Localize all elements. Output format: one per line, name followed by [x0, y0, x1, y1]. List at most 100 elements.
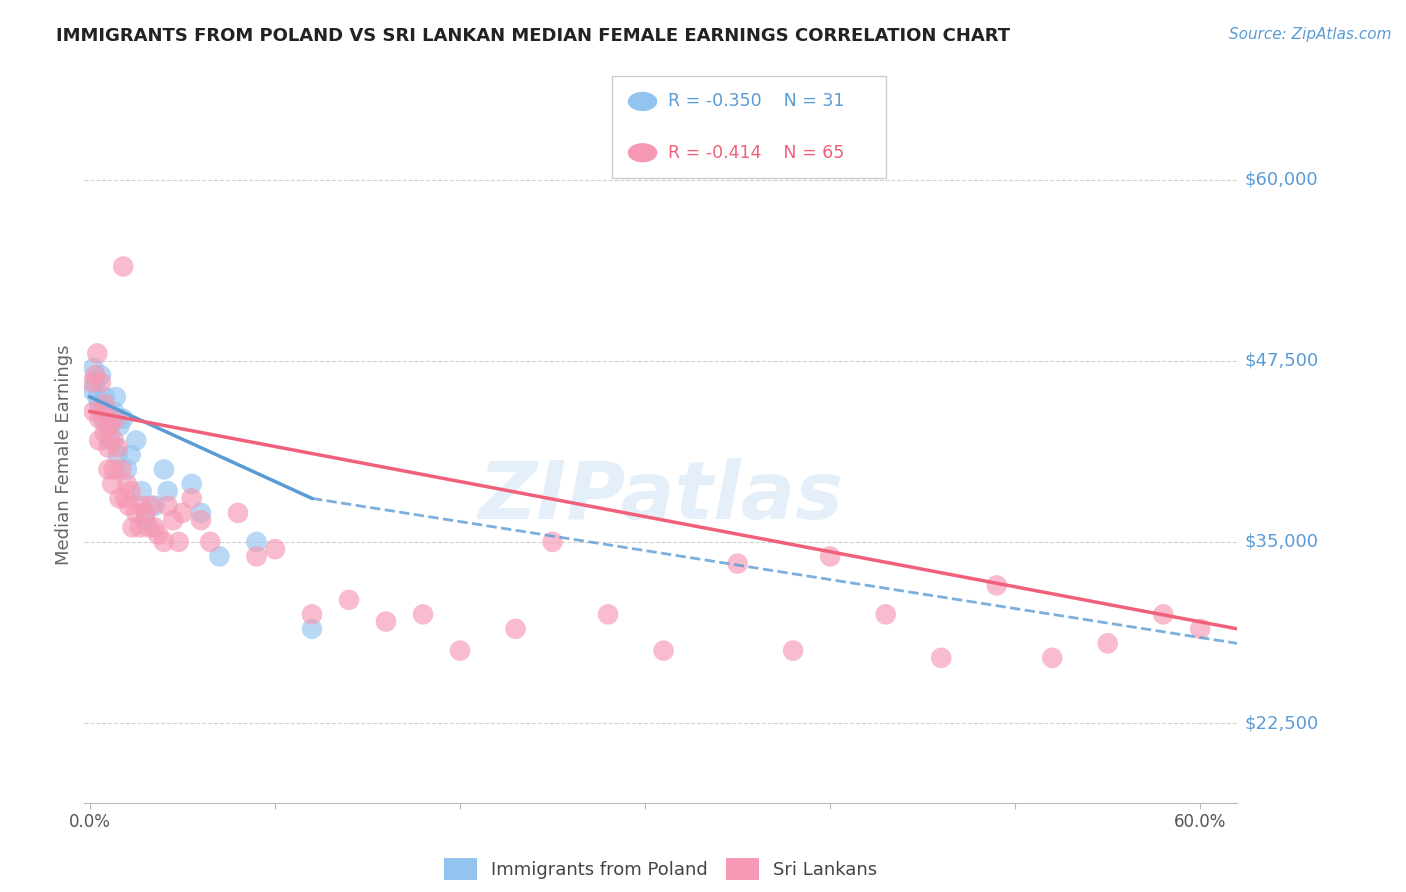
Point — [596, 607, 619, 622]
Point — [652, 643, 675, 657]
Point — [245, 549, 267, 564]
Point — [107, 448, 129, 462]
Point — [148, 527, 170, 541]
Point — [89, 434, 111, 448]
Point — [875, 607, 897, 622]
Point — [143, 520, 166, 534]
Point — [103, 462, 125, 476]
Point — [929, 651, 952, 665]
Point — [90, 376, 112, 390]
Point — [1152, 607, 1174, 622]
Point — [91, 411, 114, 425]
Point — [162, 513, 184, 527]
Point — [505, 622, 527, 636]
Point — [112, 411, 135, 425]
Point — [108, 419, 131, 434]
Point — [120, 484, 142, 499]
Point — [190, 513, 212, 527]
Point — [90, 368, 112, 383]
Point — [125, 506, 148, 520]
Point — [412, 607, 434, 622]
Y-axis label: Median Female Earnings: Median Female Earnings — [55, 344, 73, 566]
Point — [156, 499, 179, 513]
Point — [172, 506, 194, 520]
Point — [245, 534, 267, 549]
Point — [121, 520, 143, 534]
Point — [93, 397, 115, 411]
Point — [101, 476, 124, 491]
Point — [104, 390, 127, 404]
Point — [84, 368, 107, 383]
Point — [986, 578, 1008, 592]
Point — [449, 643, 471, 657]
Point — [89, 411, 111, 425]
Point — [91, 404, 114, 418]
Point — [80, 376, 103, 390]
Point — [83, 404, 105, 418]
Point — [301, 622, 323, 636]
Point — [1189, 622, 1212, 636]
Point — [200, 534, 222, 549]
Point — [180, 476, 202, 491]
Point — [131, 499, 153, 513]
Point — [96, 404, 118, 418]
Point — [153, 534, 176, 549]
Text: ZIPatlas: ZIPatlas — [478, 458, 844, 536]
Point — [86, 390, 108, 404]
Point — [131, 484, 153, 499]
Point — [226, 506, 249, 520]
Text: IMMIGRANTS FROM POLAND VS SRI LANKAN MEDIAN FEMALE EARNINGS CORRELATION CHART: IMMIGRANTS FROM POLAND VS SRI LANKAN MED… — [56, 27, 1011, 45]
Point — [110, 462, 132, 476]
Text: R = -0.350    N = 31: R = -0.350 N = 31 — [668, 93, 844, 111]
Text: $60,000: $60,000 — [1244, 170, 1317, 188]
Point — [541, 534, 564, 549]
Point — [153, 462, 176, 476]
Point — [782, 643, 804, 657]
Text: $47,500: $47,500 — [1244, 351, 1319, 369]
Point — [134, 513, 156, 527]
Point — [139, 499, 162, 513]
Point — [86, 346, 108, 360]
Point — [93, 390, 115, 404]
Point — [103, 434, 125, 448]
Text: R = -0.414    N = 65: R = -0.414 N = 65 — [668, 144, 844, 161]
Point — [375, 615, 398, 629]
Point — [103, 404, 125, 418]
Point — [1040, 651, 1063, 665]
Point — [112, 260, 135, 274]
Point — [101, 411, 124, 425]
Text: Source: ZipAtlas.com: Source: ZipAtlas.com — [1229, 27, 1392, 42]
Text: $22,500: $22,500 — [1244, 714, 1319, 732]
Legend: Immigrants from Poland, Sri Lankans: Immigrants from Poland, Sri Lankans — [437, 851, 884, 888]
Point — [115, 476, 138, 491]
Point — [208, 549, 231, 564]
Point — [180, 491, 202, 506]
Point — [98, 434, 121, 448]
Point — [337, 592, 360, 607]
Point — [264, 542, 287, 557]
Point — [156, 484, 179, 499]
Point — [96, 419, 118, 434]
Point — [190, 506, 212, 520]
Point — [84, 376, 107, 390]
Point — [143, 499, 166, 513]
Point — [138, 520, 160, 534]
Point — [120, 448, 142, 462]
Point — [818, 549, 841, 564]
Point — [301, 607, 323, 622]
Point — [93, 426, 115, 441]
Point — [107, 441, 129, 455]
Point — [97, 441, 120, 455]
Point — [89, 397, 111, 411]
Point — [98, 419, 121, 434]
Point — [128, 520, 150, 534]
Point — [1097, 636, 1119, 650]
Text: $35,000: $35,000 — [1244, 533, 1319, 551]
Point — [83, 361, 105, 376]
Point — [167, 534, 190, 549]
Point — [97, 419, 120, 434]
Point — [80, 383, 103, 397]
Point — [115, 462, 138, 476]
Point — [134, 506, 156, 520]
Point — [97, 462, 120, 476]
